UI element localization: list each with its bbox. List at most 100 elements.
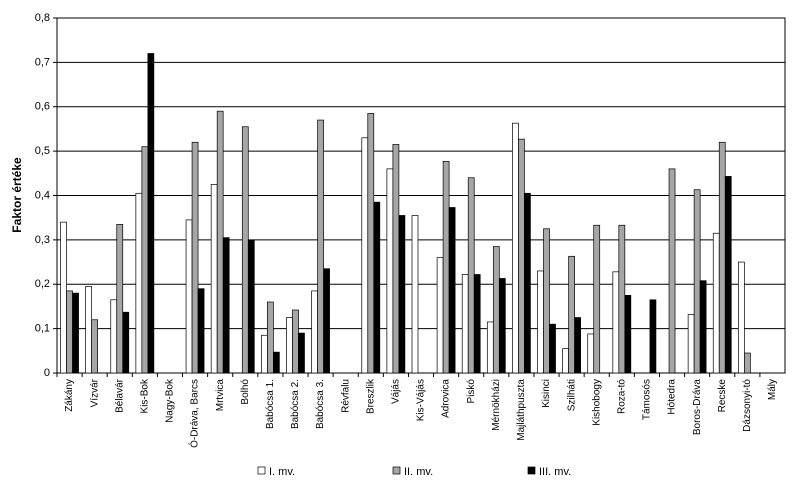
y-tick-label: 0,6 [35,101,50,113]
bar [549,323,556,374]
bar [317,119,324,374]
x-tick-label: Szilháti [566,379,577,411]
bar [60,221,67,374]
x-tick-label: Dázsonyi-tó [742,379,753,432]
bar [311,290,318,374]
y-tick-label: 0,4 [35,189,50,201]
x-tick-label: Recske [717,379,728,413]
bar [448,207,456,374]
bar [292,309,299,374]
bar [222,237,230,374]
bar [743,352,751,374]
bar [147,53,155,374]
y-tick-label: 0,5 [35,145,50,157]
x-tick-label: Hótedra [667,379,678,415]
bar [122,311,130,374]
bar [392,144,400,374]
bar [498,278,506,374]
bar [261,334,268,374]
x-tick-label: Mály [767,379,778,400]
bar [367,113,375,374]
bar [618,224,626,374]
bar [473,274,481,374]
x-tick-label: Zákány [64,379,75,412]
bar [361,137,369,374]
bar [411,215,419,374]
bar [524,192,531,374]
bar [724,176,732,374]
x-tick-label: Piskó [466,379,477,404]
bar [562,348,569,374]
bar [649,299,657,374]
legend-label: III. mv. [539,466,571,478]
bar [612,271,620,374]
bar [668,168,676,374]
bar [467,177,475,374]
bar [436,257,444,374]
bar [587,333,595,374]
y-tick-label: 0,1 [35,323,50,335]
bar [537,270,544,374]
bar [216,110,224,374]
bar [141,146,149,374]
y-tick-label: 0,3 [35,234,50,246]
bar [91,319,99,374]
x-tick-label: Mérnökházi [491,379,502,431]
x-tick-label: Boros-Dráva [692,379,703,436]
bar [687,314,695,374]
bar [298,332,305,374]
x-tick-label: Ó-Dráva, Barcs [188,379,201,448]
y-tick-label: 0,2 [35,278,50,290]
bar [116,223,124,374]
bar [486,321,494,374]
bar [712,232,720,374]
bar [210,184,218,374]
bar [191,141,199,374]
bar [624,294,632,374]
bar [461,274,469,374]
legend-swatch [257,466,266,475]
bar [286,317,293,374]
bar [386,168,394,374]
y-tick-label: 0,8 [35,12,50,24]
x-tick-label: Majláthpuszta [516,379,527,441]
bar [518,138,525,374]
bar [693,189,701,374]
bar [574,317,581,374]
x-tick-label: Roza-tó [616,379,627,414]
legend-label: I. mv. [269,466,295,478]
x-tick-label: Bélavár [114,378,125,413]
bar [593,224,601,374]
plot-border [56,17,786,374]
y-tick-label: 0,7 [35,56,50,68]
legend-swatch [527,466,536,475]
x-tick-label: Kisinci [541,379,552,408]
bar [66,290,73,374]
bar [85,286,93,374]
x-tick-label: Babócsa 1. [265,379,276,429]
x-tick-label: Mrtvica [215,379,226,412]
bar [273,351,280,374]
bar [718,141,726,374]
y-axis-title: Faktor értéke [10,157,24,233]
x-tick-label: Kis-Vájás [416,379,427,421]
x-tick-label: Révfalu [340,379,351,413]
bar [247,239,255,374]
x-tick-label: Babócsa 3. [315,379,326,429]
x-tick-label: Nagy-Bok [165,378,176,423]
bar [72,292,79,374]
x-tick-label: Kis-Bok [140,378,151,413]
bar [699,280,707,374]
x-tick-label: Támosós [642,379,653,420]
legend-swatch [392,466,401,475]
y-tick-label: 0 [44,367,50,379]
bar [737,261,745,374]
bar [492,246,500,374]
x-tick-label: Babócsa 2. [290,379,301,429]
bar [398,215,406,374]
x-tick-label: Kishobogy [591,379,602,426]
bar [323,268,330,374]
bar [373,201,381,374]
x-tick-label: Bolhó [240,379,251,405]
